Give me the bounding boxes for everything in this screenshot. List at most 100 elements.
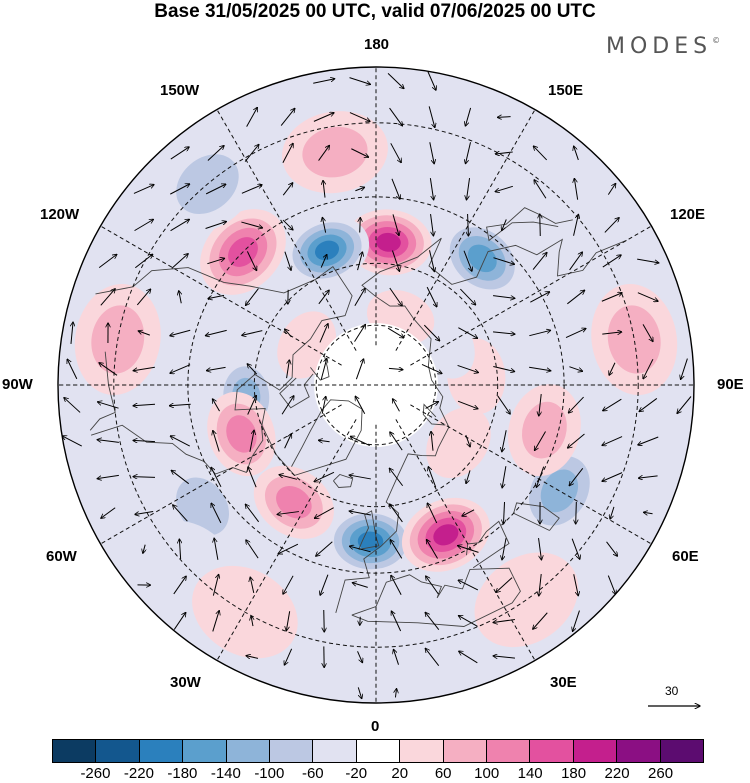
wind-arrow [179, 539, 180, 560]
wind-arrow [357, 252, 363, 271]
colorbar-swatch [96, 740, 140, 762]
wind-arrow [208, 294, 225, 298]
wind-arrow [393, 649, 399, 665]
wind-arrow [465, 434, 470, 447]
wind-arrow [468, 213, 469, 236]
meridian-label-90e: 90E [717, 376, 744, 393]
wind-arrow [321, 396, 326, 414]
wind-arrow [282, 143, 293, 163]
meridian-label-60e: 60E [672, 548, 699, 565]
wind-arrow [502, 430, 507, 452]
wind-arrow [539, 394, 541, 416]
wind-arrow [318, 145, 330, 161]
wind-arrow [565, 328, 586, 339]
wind-arrow [67, 359, 78, 380]
wind-arrow [251, 616, 253, 627]
wind-arrow [320, 574, 329, 596]
wind-arrow [352, 583, 368, 588]
wind-arrow [604, 218, 619, 233]
wind-arrow [643, 512, 653, 513]
wind-arrow [170, 219, 190, 232]
wind-arrow [465, 107, 472, 126]
wind-arrow [681, 358, 688, 380]
wind-arrow [571, 538, 580, 560]
coastline [333, 473, 354, 488]
wind-arrow [538, 538, 542, 560]
wind-arrow [97, 440, 119, 443]
wind-arrow [493, 656, 515, 658]
wind-arrow [677, 396, 692, 414]
colorbar-tick-label: -60 [301, 765, 324, 782]
wind-arrow [205, 184, 226, 195]
wind-arrow [390, 540, 403, 559]
wind-arrow [425, 612, 440, 630]
coastline [358, 510, 380, 550]
wind-arrow [392, 214, 399, 235]
latitude-circle [253, 262, 499, 508]
colorbar-tick-labels: -260 -220 -180 -140 -100 -60 -20 20 60 100 140 180 2… [52, 765, 704, 783]
coastline [486, 207, 573, 242]
colorbar-swatch [530, 740, 574, 762]
colorbar-swatch [183, 740, 227, 762]
wind-arrow [349, 475, 371, 480]
wind-arrow [390, 432, 403, 451]
meridian-label-150e: 150E [548, 82, 584, 99]
anomaly-contour [276, 486, 312, 519]
wind-arrow [244, 144, 259, 162]
wind-arrow [360, 218, 361, 233]
wind-arrow [610, 506, 615, 519]
wind-arrow [284, 648, 293, 665]
wind-arrow [462, 509, 475, 516]
wind-arrow [493, 365, 514, 371]
wind-arrow [133, 404, 156, 406]
wind-arrow [601, 293, 622, 302]
map-boundary [57, 66, 695, 704]
wind-arrow [285, 329, 292, 338]
wind-arrow [573, 214, 579, 236]
wind-arrow [284, 434, 292, 449]
wind-arrow [493, 619, 515, 623]
wind-arrow [278, 543, 299, 554]
wind-arrow [395, 689, 396, 698]
coastline [89, 351, 116, 431]
wind-arrow [389, 107, 403, 126]
wind-arrow [135, 254, 152, 269]
wind-arrow [423, 324, 439, 341]
wind-arrow [427, 71, 436, 91]
wind-arrow [170, 184, 189, 195]
wind-arrow [133, 477, 156, 478]
wind-arrow [134, 219, 154, 232]
wind-arrow [351, 148, 368, 157]
wind-arrow [97, 474, 119, 478]
wind-arrow [170, 436, 190, 447]
meridian-line [95, 404, 342, 548]
wind-arrow [639, 398, 658, 411]
wind-arrow [205, 222, 227, 229]
wind-arrow [318, 440, 330, 442]
colorbar-tick-label: -220 [123, 765, 154, 782]
wind-arrow [170, 147, 189, 160]
wind-arrow [355, 396, 366, 415]
wind-arrow [638, 476, 658, 478]
wind-arrow [246, 251, 256, 270]
wind-arrow [458, 327, 477, 339]
wind-arrow [318, 290, 329, 305]
meridian-label-120w: 120W [40, 206, 80, 223]
wind-arrow [502, 219, 507, 230]
wind-arrow [282, 219, 293, 230]
colorbar-swatch [573, 740, 618, 762]
wind-arrow [428, 106, 435, 127]
wind-arrow [602, 255, 621, 268]
coastline [351, 567, 521, 627]
wind-arrow [280, 108, 295, 126]
wind-arrow [429, 142, 434, 164]
wind-arrow [250, 577, 255, 594]
wind-arrow [357, 651, 363, 662]
meridian-label-30w: 30W [170, 674, 201, 691]
meridian-line [410, 222, 657, 366]
wind-arrow [569, 468, 584, 485]
meridian-line [95, 222, 342, 366]
colorbar-tick-label: 100 [474, 765, 500, 782]
wind-arrow [354, 288, 365, 306]
wind-arrow [569, 366, 582, 372]
